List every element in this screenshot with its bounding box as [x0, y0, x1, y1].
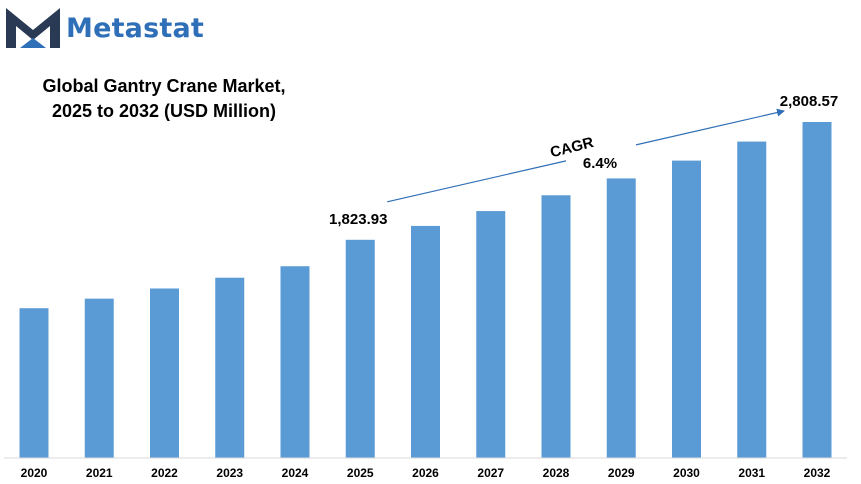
bar-2031: [737, 141, 767, 458]
brand-logo: Metastat: [6, 8, 204, 48]
bar-2024: [280, 266, 310, 458]
bar-2030: [672, 160, 701, 459]
bar-2025: [345, 239, 375, 458]
bar-2020: [19, 308, 49, 458]
x-tick-label-2026: 2026: [412, 466, 439, 480]
metastat-m-logo-icon: [6, 8, 60, 48]
data-label-2025: 1,823.93: [329, 211, 387, 228]
chart-title-line2: 2025 to 2032 (USD Million): [51, 101, 277, 121]
x-tick-label-2030: 2030: [673, 466, 700, 480]
bar-2027: [476, 211, 506, 458]
data-label-2032: 2,808.57: [780, 93, 838, 110]
bar-2022: [150, 288, 179, 458]
x-tick-label-2022: 2022: [151, 466, 178, 480]
brand-name: Metastat: [66, 12, 205, 44]
x-tick-labels: 2020 2021 2022 2023 2024 2025 2026 2027 2028 2029…: [21, 466, 831, 480]
chart-title: Global Gantry Crane Market, 2025 to 2032…: [14, 74, 314, 124]
x-tick-label-2032: 2032: [804, 466, 831, 480]
x-tick-label-2027: 2027: [477, 466, 504, 480]
chart-title-line1: Global Gantry Crane Market,: [42, 76, 286, 96]
bar-2028: [541, 195, 571, 458]
x-tick-label-2025: 2025: [347, 466, 374, 480]
bars-group: [19, 122, 832, 459]
cagr-arrow-line-right: [635, 108, 785, 146]
x-tick-label-2023: 2023: [216, 466, 243, 480]
cagr-value: 6.4%: [583, 155, 617, 172]
x-tick-label-2029: 2029: [608, 466, 635, 480]
x-tick-label-2020: 2020: [21, 466, 48, 480]
bar-2032: [802, 122, 832, 458]
cagr-arrow-line-left: [387, 160, 567, 203]
bar-2029: [606, 178, 636, 459]
bar-2026: [411, 225, 440, 458]
x-tick-label-2021: 2021: [86, 466, 113, 480]
x-tick-label-2031: 2031: [738, 466, 765, 480]
bar-2023: [215, 277, 245, 458]
x-tick-label-2024: 2024: [282, 466, 309, 480]
bar-2021: [84, 298, 114, 458]
x-tick-label-2028: 2028: [543, 466, 570, 480]
data-labels: 1,823.93 2,808.57: [329, 93, 838, 228]
